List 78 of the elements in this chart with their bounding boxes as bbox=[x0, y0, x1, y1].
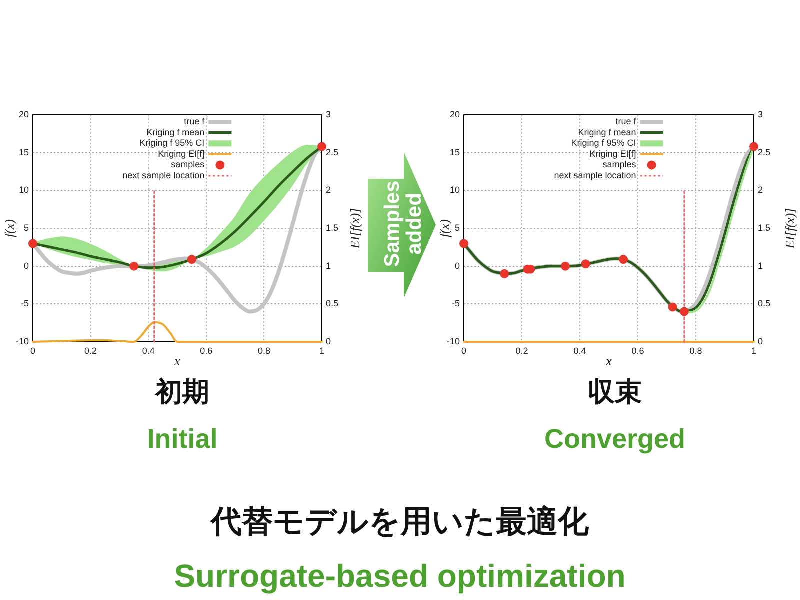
y2-axis-title: EI[f(x)] bbox=[347, 208, 362, 250]
x-tick-label: 1 bbox=[751, 346, 757, 356]
x-axis-title: x bbox=[605, 354, 612, 369]
point bbox=[619, 255, 628, 264]
x-tick-label: 0.4 bbox=[574, 346, 586, 356]
legend-label: next sample location bbox=[122, 170, 205, 180]
y2-tick-label: 0.5 bbox=[326, 298, 339, 309]
y-tick-label: 20 bbox=[18, 109, 29, 120]
y2-tick-label: 1.5 bbox=[326, 222, 339, 233]
y-tick-label: -5 bbox=[20, 298, 29, 309]
legend-label: Kriging f mean bbox=[578, 127, 636, 138]
y-tick-label: 20 bbox=[450, 109, 460, 120]
legend-label: true f bbox=[616, 116, 637, 126]
text: 収束 bbox=[588, 377, 642, 408]
legend-label: Kriging EI[f] bbox=[590, 148, 636, 159]
x-tick-label: 0.8 bbox=[690, 346, 702, 356]
x-tick-label: 0.2 bbox=[516, 346, 528, 356]
point bbox=[187, 255, 196, 264]
y-tick-label: 0 bbox=[24, 260, 29, 271]
y2-tick-label: 3 bbox=[758, 109, 764, 120]
point bbox=[561, 262, 570, 271]
legend-label: samples bbox=[171, 160, 206, 170]
x-tick-label: 1 bbox=[319, 346, 325, 356]
y-tick-label: 15 bbox=[450, 147, 460, 158]
x-axis-title: x bbox=[174, 354, 181, 369]
text: Converged bbox=[544, 424, 686, 456]
legend-label: Kriging f 95% CI bbox=[571, 138, 636, 148]
point bbox=[28, 239, 38, 248]
y2-tick-label: 0 bbox=[326, 336, 332, 346]
point bbox=[581, 260, 590, 269]
x-tick-label: 0.8 bbox=[258, 346, 270, 356]
point bbox=[318, 142, 326, 152]
y-tick-label: 5 bbox=[454, 222, 460, 233]
text: 代替モデルを用いた最適化 bbox=[211, 504, 589, 540]
y2-tick-label: 1 bbox=[326, 260, 332, 271]
y-axis-title: f(x) bbox=[2, 219, 18, 238]
y2-axis-title: EI[f(x)] bbox=[782, 208, 798, 250]
x-tick-label: 0.6 bbox=[632, 346, 644, 356]
text: 初期 bbox=[156, 377, 210, 408]
y2-tick-label: 2 bbox=[326, 185, 332, 196]
legend-label: Kriging f mean bbox=[146, 127, 205, 138]
x-tick-label: 0 bbox=[30, 346, 36, 356]
y2-tick-label: 3 bbox=[326, 109, 332, 120]
point bbox=[668, 302, 678, 312]
x-tick-label: 0 bbox=[461, 346, 467, 356]
y-tick-label: -10 bbox=[446, 336, 460, 346]
y-tick-label: 10 bbox=[18, 185, 29, 196]
point bbox=[130, 262, 139, 271]
legend-label: true f bbox=[184, 116, 206, 126]
point bbox=[500, 269, 510, 278]
y2-tick-label: 1.5 bbox=[758, 222, 771, 233]
x-tick-label: 0.6 bbox=[200, 346, 213, 356]
y-tick-label: 15 bbox=[18, 147, 29, 158]
x-tick-label: 0.2 bbox=[84, 346, 98, 356]
y-tick-label: -10 bbox=[16, 336, 29, 346]
line-series bbox=[32, 321, 323, 343]
point bbox=[680, 307, 689, 316]
y-axis-title: f(x) bbox=[437, 219, 452, 238]
y2-tick-label: 1 bbox=[758, 260, 764, 271]
text: Samples added bbox=[381, 180, 426, 270]
y2-tick-label: 2.5 bbox=[326, 147, 339, 158]
text: Surrogate-based optimization bbox=[174, 558, 626, 595]
y2-tick-label: 2.5 bbox=[758, 147, 771, 158]
legend-label: Kriging EI[f] bbox=[158, 148, 205, 159]
y-tick-label: 0 bbox=[454, 260, 460, 271]
legend-label: samples bbox=[602, 160, 637, 170]
y-tick-label: 5 bbox=[24, 222, 29, 233]
y2-tick-label: 0.5 bbox=[758, 298, 771, 309]
x-tick-label: 0.4 bbox=[142, 346, 155, 356]
legend-label: Kriging f 95% CI bbox=[140, 138, 205, 148]
y2-tick-label: 0 bbox=[758, 336, 764, 346]
point bbox=[750, 142, 758, 152]
y2-tick-label: 2 bbox=[758, 185, 764, 196]
legend-label: next sample location bbox=[554, 170, 636, 180]
text: Initial bbox=[147, 424, 218, 456]
y-tick-label: -5 bbox=[452, 298, 460, 309]
point bbox=[460, 239, 468, 248]
y-tick-label: 10 bbox=[450, 185, 460, 196]
